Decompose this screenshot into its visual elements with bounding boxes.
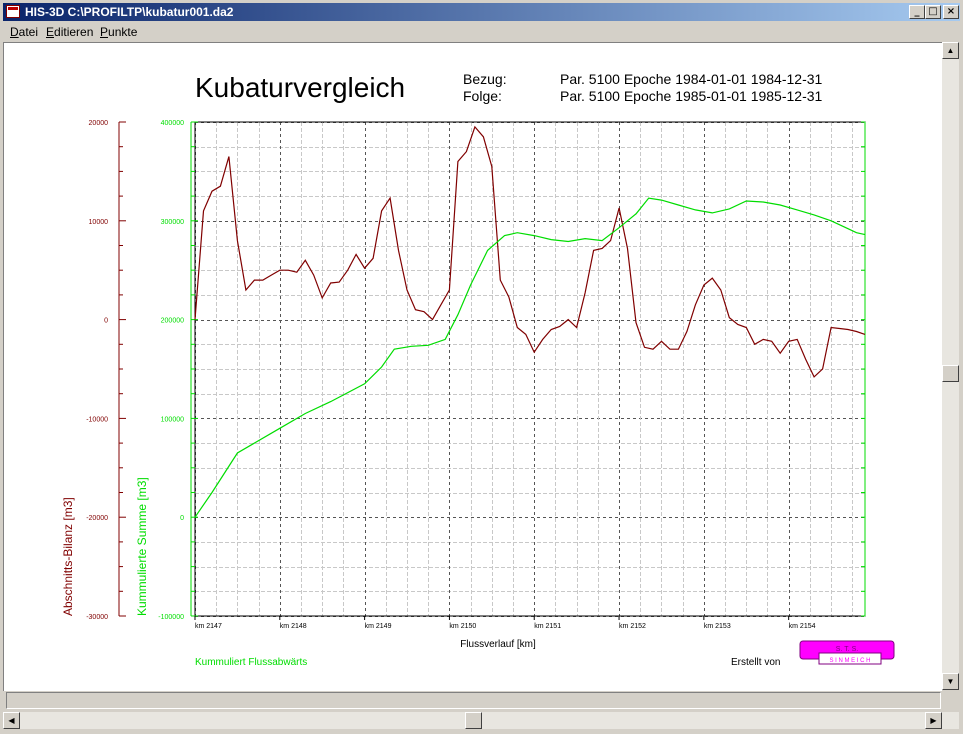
x-axis-ticks: km 2147 km 2148 km 2149 km 2150 km 2151 km 21… [194, 616, 816, 630]
left-axis-ticks: 20000 10000 0 -10000 -20000 -30000 [86, 120, 126, 621]
scroll-down-button[interactable]: ▼ [942, 673, 959, 690]
left-tick-label: 20000 [89, 120, 109, 127]
chart-title: Kubaturvergleich [195, 72, 405, 103]
title-bar[interactable]: HIS-3D C:\PROFILTP\kubatur001.da2 _ □ × [3, 3, 960, 21]
right-tick-label: 100000 [161, 416, 184, 423]
x-tick-label: km 2148 [280, 623, 307, 630]
horizontal-scroll-thumb[interactable] [465, 712, 482, 729]
maximize-button[interactable]: □ [925, 5, 941, 19]
right-tick-label: 400000 [161, 120, 184, 127]
right-tick-label: 0 [180, 515, 184, 522]
left-tick-label: -10000 [86, 416, 108, 423]
scroll-right-button[interactable]: ▶ [925, 712, 942, 729]
app-icon [6, 5, 20, 18]
bezug-value: Par. 5100 Epoche 1984-01-01 1984-12-31 [560, 71, 823, 87]
right-tick-label: -100000 [158, 614, 184, 621]
right-tick-label: 300000 [161, 219, 184, 226]
right-tick-label: 200000 [161, 318, 184, 325]
right-axis-ticks: 400000 300000 200000 100000 0 -100000 [158, 120, 865, 621]
folge-value: Par. 5100 Epoche 1985-01-01 1985-12-31 [560, 88, 823, 104]
minimize-button[interactable]: _ [909, 5, 925, 19]
window-title: HIS-3D C:\PROFILTP\kubatur001.da2 [25, 5, 234, 19]
grid [195, 122, 865, 617]
scroll-up-button[interactable]: ▲ [942, 42, 959, 59]
series-line-abschnitts-bilanz [194, 125, 866, 378]
company-logo: S. T. S. S I N M E I C H [799, 640, 895, 665]
menu-editieren[interactable]: Editieren [46, 25, 94, 39]
vertical-scroll-thumb[interactable] [942, 365, 959, 382]
plot-frame [194, 121, 866, 617]
x-tick-label: km 2152 [619, 623, 646, 630]
x-tick-label: km 2149 [365, 623, 392, 630]
left-tick-label: 10000 [89, 219, 109, 226]
footer-note: Kummuliert Flussabwärts [195, 657, 307, 668]
kubatur-chart: Kubaturvergleich Bezug: Par. 5100 Epoche… [61, 71, 895, 668]
left-axis-label: Abschnitts-Bilanz [m3] [61, 497, 75, 616]
right-axis-label: Kummulierte Summe [m3] [135, 477, 149, 616]
x-tick-label: km 2147 [195, 623, 222, 630]
x-tick-label: km 2153 [704, 623, 731, 630]
horizontal-scrollbar[interactable]: ◀ ▶ [3, 712, 959, 729]
left-tick-label: -20000 [86, 515, 108, 522]
x-tick-label: km 2154 [789, 623, 816, 630]
logo-bottom-text: S I N M E I C H [829, 658, 870, 664]
folge-label: Folge: [463, 88, 502, 104]
logo-top-text: S. T. S. [836, 646, 858, 653]
status-bar [6, 692, 941, 709]
close-button[interactable]: × [943, 5, 959, 19]
chart-canvas: Kubaturvergleich Bezug: Par. 5100 Epoche… [3, 42, 942, 691]
series-line-kummulierte-summe [194, 197, 866, 518]
left-tick-label: 0 [104, 318, 108, 325]
x-tick-label: km 2151 [534, 623, 561, 630]
menu-bar: Datei Editieren Punkte [3, 22, 960, 41]
menu-punkte[interactable]: Punkte [100, 25, 138, 39]
menu-datei[interactable]: Datei [10, 25, 39, 39]
vertical-scrollbar[interactable]: ▲ ▼ [942, 42, 959, 690]
series-group [194, 125, 866, 518]
created-by-label: Erstellt von [731, 657, 780, 668]
scroll-left-button[interactable]: ◀ [3, 712, 20, 729]
bezug-label: Bezug: [463, 71, 507, 87]
x-tick-label: km 2150 [449, 623, 476, 630]
x-axis-label: Flussverlauf [km] [460, 639, 536, 650]
left-tick-label: -30000 [86, 614, 108, 621]
